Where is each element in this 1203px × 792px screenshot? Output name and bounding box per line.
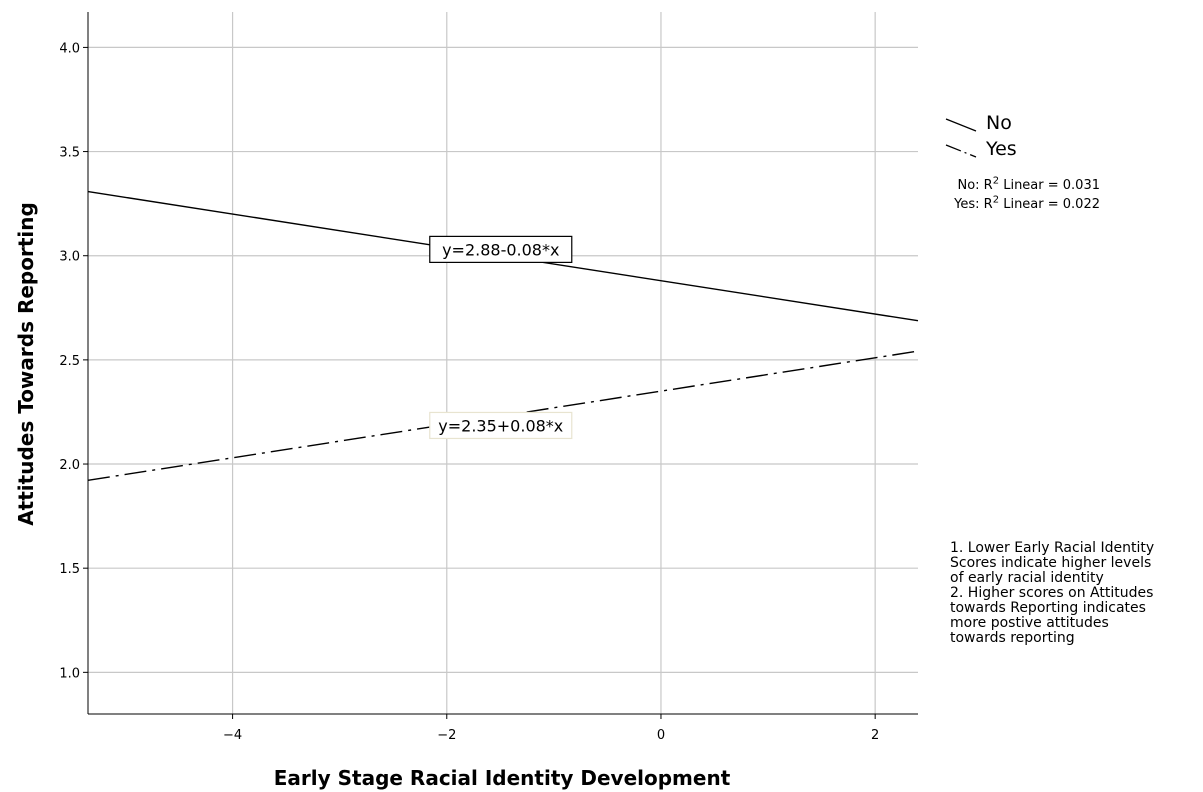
chart-notes: 1. Lower Early Racial Identity Scores in… [950,541,1200,646]
y-tick-label: 1.5 [59,562,80,577]
y-tick-label: 3.0 [59,250,80,265]
x-tick-label: 0 [657,728,665,743]
y-tick-label: 1.0 [59,666,80,681]
equation-label-no: y=2.88-0.08*x [442,240,559,259]
x-tick-label: −2 [437,728,456,743]
fit-stat-yes: Yes: R2 Linear = 0.022 [954,194,1100,212]
legend-item-no: No [944,112,1104,138]
note-line: towards Reporting indicates [950,600,1146,616]
label-layer: y=2.88-0.08*x y=2.35+0.08*x [429,235,573,440]
note-line: 2. Higher scores on Attitudes [950,585,1154,601]
x-tick-label: −4 [223,728,242,743]
equation-label-yes: y=2.35+0.08*x [438,416,563,435]
note-line: Scores indicate higher levels [950,555,1152,571]
x-axis-title: Early Stage Racial Identity Development [274,766,731,790]
note-line: more postive attitudes [950,615,1109,631]
note-line: towards reporting [950,630,1075,646]
y-tick-label: 2.0 [59,458,80,473]
equation-box-yes [429,411,573,440]
legend-swatch-no [945,118,977,132]
legend: No Yes [944,112,1104,164]
y-tick-label: 3.5 [59,146,80,161]
legend-swatch-yes [945,144,977,158]
fit-stat-no: No: R2 Linear = 0.031 [957,175,1100,193]
x-tick-label: 2 [871,728,879,743]
legend-item-yes: Yes [944,138,1104,164]
legend-label-no: No [986,112,1012,134]
note-line: 1. Lower Early Racial Identity [950,540,1155,556]
legend-label-yes: Yes [986,138,1017,160]
y-axis-title: Attitudes Towards Reporting [14,202,38,526]
y-tick-label: 2.5 [59,354,80,369]
axis-layer: 1.0 1.5 2.0 2.5 3.0 3.5 4.0 −4 −2 0 2 [59,12,918,743]
grid-layer [88,12,918,714]
fit-stats: No: R2 Linear = 0.031 Yes: R2 Linear = 0… [900,176,1100,214]
y-tick-label: 4.0 [59,41,80,56]
note-line: of early racial identity [950,570,1104,586]
equation-box-no [429,235,573,263]
